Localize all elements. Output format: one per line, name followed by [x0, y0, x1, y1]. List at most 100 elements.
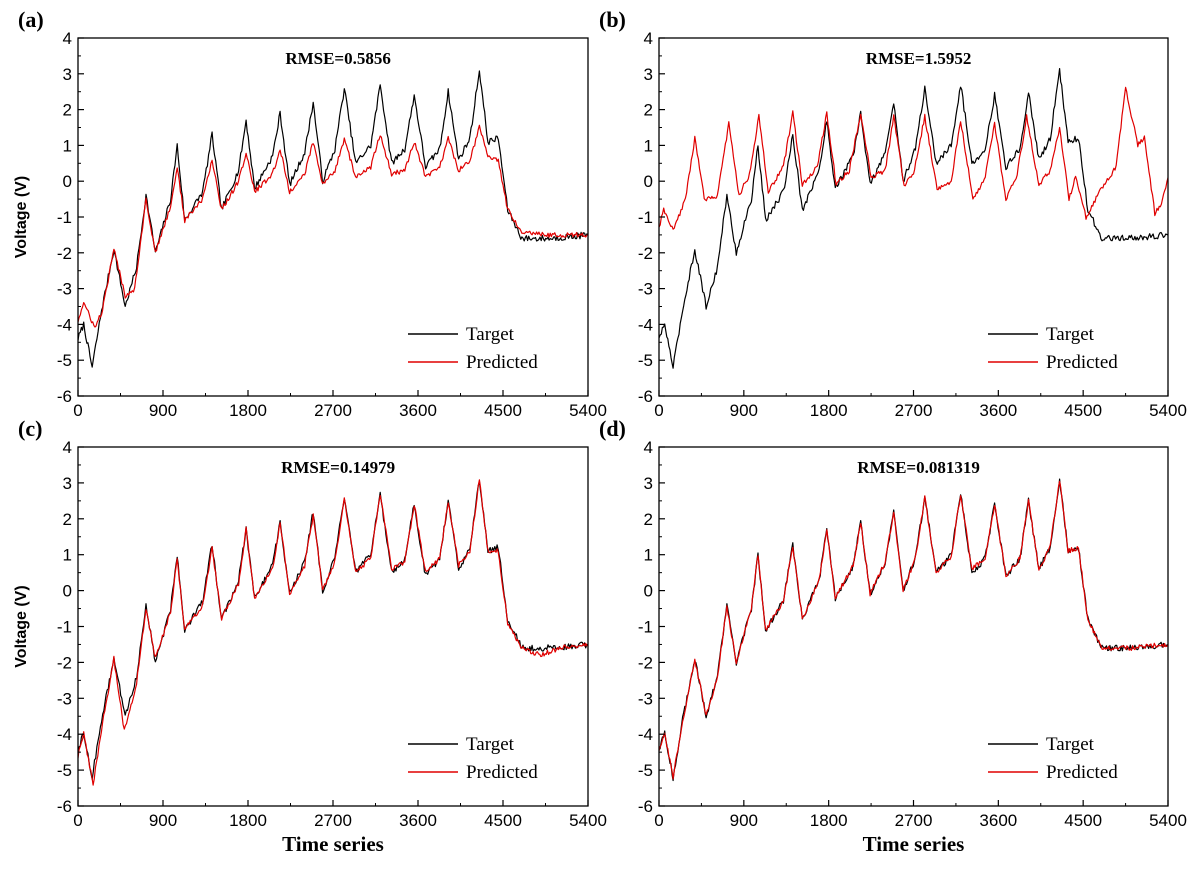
panel-label: (c) [18, 416, 42, 441]
chart-title: RMSE=0.5856 [285, 49, 391, 68]
y-tick-label: 2 [63, 510, 72, 529]
y-tick-label: -3 [57, 280, 72, 299]
y-tick-label: -5 [638, 351, 653, 370]
legend-label-predicted: Predicted [466, 352, 538, 373]
chart-panel-1: 0 900 1800 2700 3600 4500 5400 -6 -5 -4 -3 -2 -1 0 1 2 3… [13, 7, 607, 420]
y-tick-label: 3 [644, 65, 653, 84]
x-tick-label: 4500 [1064, 401, 1102, 420]
panel-label: (b) [599, 7, 626, 32]
chart-panel-3: 0 900 1800 2700 3600 4500 5400 -6 -5 -4 -3 -2 -1 0 1 2 3… [13, 416, 607, 856]
y-tick-label: -2 [57, 244, 72, 263]
x-axis-label: Time series [282, 832, 384, 856]
x-tick-label: 900 [149, 811, 177, 830]
x-tick-label: 3600 [979, 401, 1017, 420]
legend-label-target: Target [466, 324, 515, 345]
y-tick-label: 2 [644, 510, 653, 529]
x-tick-label: 0 [654, 811, 663, 830]
x-tick-label: 5400 [1149, 401, 1187, 420]
x-tick-label: 5400 [569, 811, 607, 830]
x-tick-label: 2700 [314, 811, 352, 830]
y-tick-label: -1 [57, 208, 72, 227]
chart-panel-2: 0 900 1800 2700 3600 4500 5400 -6 -5 -4 -3 -2 -1 0 1 2 3… [599, 7, 1187, 420]
y-tick-label: 3 [63, 65, 72, 84]
legend-label-predicted: Predicted [1046, 352, 1118, 373]
y-tick-label: 0 [644, 172, 653, 191]
y-tick-label: 4 [63, 438, 72, 457]
x-tick-label: 0 [654, 401, 663, 420]
y-tick-label: 1 [644, 546, 653, 565]
y-tick-label: 4 [63, 29, 72, 48]
y-tick-label: -3 [638, 280, 653, 299]
x-tick-label: 0 [73, 811, 82, 830]
x-tick-label: 3600 [399, 401, 437, 420]
y-tick-label: 1 [644, 136, 653, 155]
legend-label-target: Target [466, 734, 515, 755]
legend-label-target: Target [1046, 324, 1095, 345]
x-tick-label: 2700 [895, 401, 933, 420]
x-tick-label: 900 [149, 401, 177, 420]
y-tick-label: -6 [638, 797, 653, 816]
y-tick-label: -1 [57, 618, 72, 637]
y-tick-label: -6 [57, 387, 72, 406]
x-tick-label: 4500 [484, 811, 522, 830]
series-line-target [659, 68, 1168, 369]
chart-title: RMSE=1.5952 [866, 49, 972, 68]
y-tick-label: -6 [57, 797, 72, 816]
x-tick-label: 1800 [810, 401, 848, 420]
x-tick-label: 4500 [484, 401, 522, 420]
x-tick-label: 900 [730, 811, 758, 830]
series-line-predicted [659, 480, 1168, 780]
y-tick-label: -6 [638, 387, 653, 406]
x-tick-label: 2700 [314, 401, 352, 420]
y-tick-label: -1 [638, 208, 653, 227]
legend-label-predicted: Predicted [466, 762, 538, 783]
y-tick-label: 1 [63, 546, 72, 565]
chart-title: RMSE=0.081319 [857, 458, 980, 477]
x-tick-label: 0 [73, 401, 82, 420]
y-tick-label: 2 [644, 101, 653, 120]
legend-label-target: Target [1046, 734, 1095, 755]
x-tick-label: 2700 [895, 811, 933, 830]
panel-label: (a) [18, 7, 44, 32]
series-line-predicted [78, 479, 588, 786]
y-tick-label: -4 [638, 725, 653, 744]
chart-title: RMSE=0.14979 [281, 458, 395, 477]
y-tick-label: 0 [644, 582, 653, 601]
y-tick-label: 0 [63, 582, 72, 601]
y-tick-label: -2 [638, 653, 653, 672]
panel-label: (d) [599, 416, 626, 441]
y-axis-label: Voltage (V) [13, 176, 30, 258]
y-tick-label: 4 [644, 438, 653, 457]
x-tick-label: 3600 [399, 811, 437, 830]
x-tick-label: 4500 [1064, 811, 1102, 830]
series-line-predicted [78, 124, 588, 328]
x-tick-label: 5400 [569, 401, 607, 420]
y-tick-label: -2 [57, 653, 72, 672]
chart-panel-4: 0 900 1800 2700 3600 4500 5400 -6 -5 -4 -3 -2 -1 0 1 2 3… [599, 416, 1187, 856]
y-tick-label: -5 [57, 761, 72, 780]
x-tick-label: 1800 [229, 401, 267, 420]
x-tick-label: 1800 [810, 811, 848, 830]
y-tick-label: -1 [638, 618, 653, 637]
series-line-predicted [659, 86, 1168, 230]
y-tick-label: 4 [644, 29, 653, 48]
y-tick-label: -2 [638, 244, 653, 263]
y-tick-label: 3 [63, 474, 72, 493]
legend-label-predicted: Predicted [1046, 762, 1118, 783]
y-tick-label: -3 [638, 689, 653, 708]
x-tick-label: 3600 [979, 811, 1017, 830]
series-line-target [78, 70, 588, 368]
y-tick-label: -4 [57, 725, 72, 744]
x-tick-label: 1800 [229, 811, 267, 830]
y-tick-label: 0 [63, 172, 72, 191]
y-tick-label: -4 [57, 315, 72, 334]
y-tick-label: -3 [57, 689, 72, 708]
y-tick-label: -4 [638, 315, 653, 334]
x-tick-label: 5400 [1149, 811, 1187, 830]
y-axis-label: Voltage (V) [13, 585, 30, 667]
x-tick-label: 900 [730, 401, 758, 420]
y-tick-label: -5 [638, 761, 653, 780]
y-tick-label: 2 [63, 101, 72, 120]
y-tick-label: 1 [63, 136, 72, 155]
